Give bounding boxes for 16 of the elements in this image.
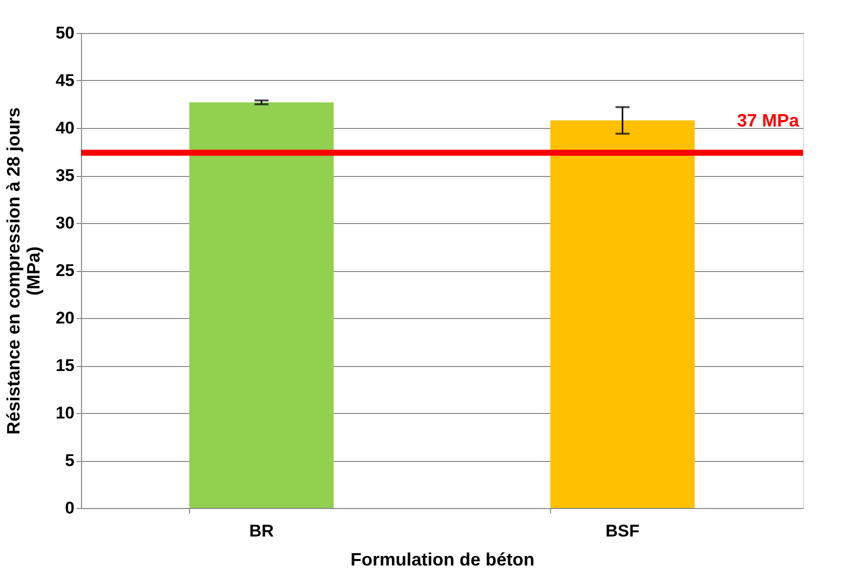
y-tick-label: 10 <box>56 404 74 422</box>
y-tick-label: 30 <box>56 214 74 232</box>
ref-line-label: 37 MPa <box>736 110 800 131</box>
x-tick-label: BR <box>249 522 274 540</box>
x-axis-title: Formulation de béton <box>350 550 534 570</box>
y-tick-label: 25 <box>56 261 74 280</box>
y-tick-label: 50 <box>56 24 74 42</box>
y-tick-label: 0 <box>65 498 74 518</box>
y-tick-label: 40 <box>56 118 74 138</box>
y-tick-label: 5 <box>65 451 74 470</box>
y-tick-label: 15 <box>56 356 74 375</box>
y-axis-title: Résistance en compression à 28 jours (MPa) <box>4 107 44 435</box>
y-tick-label: 35 <box>56 166 74 185</box>
x-tick-label: BSF <box>606 522 640 540</box>
y-tick-label: 45 <box>56 71 74 90</box>
y-tick-label: 20 <box>56 308 74 328</box>
